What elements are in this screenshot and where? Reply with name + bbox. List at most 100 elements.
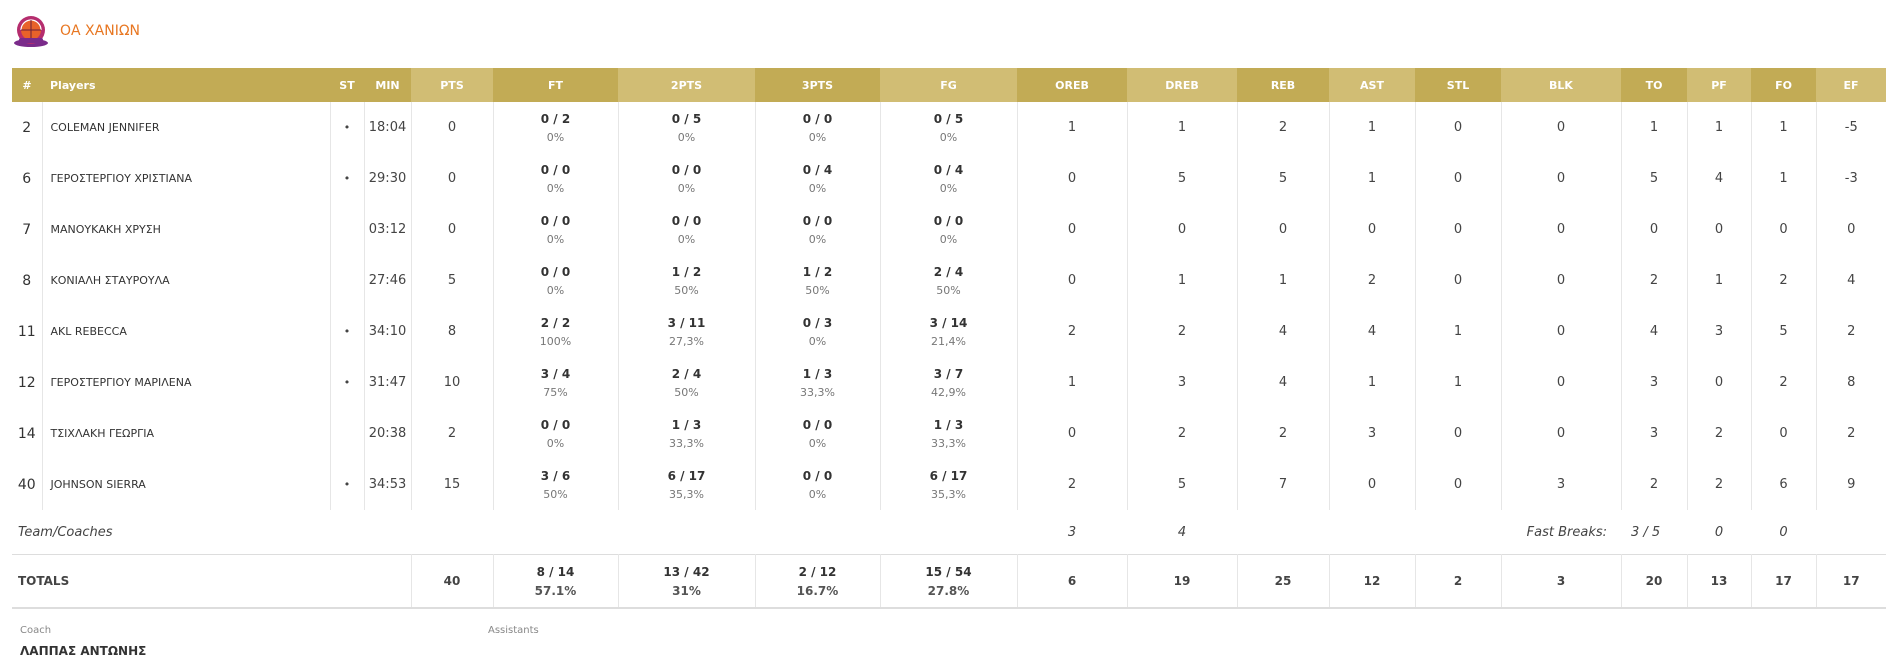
player-name[interactable]: ΚΟΝΙΑΛΗ ΣΤΑΥΡΟΥΛΑ [42, 255, 331, 306]
totals-row: TOTALS 40 8 / 14 57.1% 13 / 42 31% 2 / 12 1… [12, 554, 1886, 609]
player-fg: 0 / 0 0% [880, 204, 1018, 255]
fast-breaks-label: Fast Breaks: [1526, 524, 1607, 540]
player-blk: 0 [1501, 204, 1622, 255]
player-blk: 0 [1501, 255, 1622, 306]
player-min: 29:30 [364, 153, 412, 204]
fast-breaks-value: 3 / 5 [1631, 524, 1661, 540]
player-min: 27:46 [364, 255, 412, 306]
team-oreb: 3 [1067, 524, 1077, 540]
player-pf: 2 [1687, 459, 1752, 510]
player-fo: 0 [1751, 408, 1817, 459]
player-ft: 0 / 2 0% [493, 102, 619, 153]
col-reb: REB [1237, 68, 1329, 102]
player-3pts: 0 / 3 0% [755, 306, 881, 357]
starter-marker: • [330, 153, 365, 204]
player-to: 2 [1621, 255, 1688, 306]
player-2pts: 1 / 2 50% [618, 255, 756, 306]
col-pts: PTS [411, 68, 493, 102]
player-dreb: 3 [1127, 357, 1238, 408]
player-3pts: 0 / 0 0% [755, 408, 881, 459]
player-2pts: 3 / 11 27,3% [618, 306, 756, 357]
player-name[interactable]: COLEMAN JENNIFER [42, 102, 331, 153]
player-fg: 3 / 14 21,4% [880, 306, 1018, 357]
player-name[interactable]: ΓΕΡΟΣΤΕΡΓΙΟΥ ΧΡΙΣΤΙΑΝΑ [42, 153, 331, 204]
player-blk: 0 [1501, 357, 1622, 408]
player-dreb: 1 [1127, 102, 1238, 153]
player-ft: 0 / 0 0% [493, 204, 619, 255]
player-number: 7 [12, 204, 43, 255]
player-reb: 0 [1237, 204, 1330, 255]
player-ft: 2 / 2 100% [493, 306, 619, 357]
team-to: 0 [1714, 524, 1724, 540]
totals-3pts: 2 / 12 16.7% [755, 554, 881, 609]
player-2pts: 1 / 3 33,3% [618, 408, 756, 459]
player-reb: 5 [1237, 153, 1330, 204]
totals-fo: 17 [1751, 554, 1817, 609]
player-ast: 1 [1329, 102, 1416, 153]
player-oreb: 0 [1017, 255, 1128, 306]
player-row: 11 AKL REBECCA • 34:10 8 2 / 2 100% 3 / 1… [12, 306, 1886, 357]
player-blk: 0 [1501, 153, 1622, 204]
player-oreb: 2 [1017, 306, 1128, 357]
box-score-table: # Players ST MIN PTS FT 2PTS 3PTS FG ORE… [12, 68, 1886, 609]
totals-dreb: 19 [1127, 554, 1238, 609]
team-name[interactable]: ΟΑ ΧΑΝΙΩΝ [60, 23, 140, 39]
assistants-label: Assistants [488, 625, 539, 636]
player-reb: 4 [1237, 357, 1330, 408]
player-oreb: 0 [1017, 408, 1128, 459]
player-min: 34:10 [364, 306, 412, 357]
player-to: 3 [1621, 408, 1688, 459]
player-pts: 10 [411, 357, 494, 408]
team-coaches-row: Team/Coaches 3 4 Fast Breaks: 3 / 5 0 0 [12, 510, 1886, 555]
player-oreb: 2 [1017, 459, 1128, 510]
player-name[interactable]: ΜΑΝΟΥΚΑΚΗ ΧΡΥΣΗ [42, 204, 331, 255]
player-row: 14 ΤΣΙΧΛΑΚΗ ΓΕΩΡΓΙΑ 20:38 2 0 / 0 0% 1 / … [12, 408, 1886, 459]
player-reb: 7 [1237, 459, 1330, 510]
player-2pts: 0 / 5 0% [618, 102, 756, 153]
player-number: 14 [12, 408, 43, 459]
player-pf: 1 [1687, 102, 1752, 153]
col-to: TO [1621, 68, 1687, 102]
player-3pts: 1 / 3 33,3% [755, 357, 881, 408]
player-blk: 0 [1501, 102, 1622, 153]
player-ft: 3 / 6 50% [493, 459, 619, 510]
player-ast: 0 [1329, 204, 1416, 255]
coach-section: Coach ΛΑΠΠΑΣ ΑΝΤΩΝΗΣ [20, 625, 146, 658]
player-min: 20:38 [364, 408, 412, 459]
player-name[interactable]: ΓΕΡΟΣΤΕΡΓΙΟΥ ΜΑΡΙΛΕΝΑ [42, 357, 331, 408]
player-name[interactable]: AKL REBECCA [42, 306, 331, 357]
player-blk: 3 [1501, 459, 1622, 510]
player-dreb: 1 [1127, 255, 1238, 306]
player-2pts: 0 / 0 0% [618, 153, 756, 204]
player-min: 18:04 [364, 102, 412, 153]
player-stl: 0 [1415, 459, 1502, 510]
player-to: 2 [1621, 459, 1688, 510]
player-pts: 8 [411, 306, 494, 357]
totals-to: 20 [1621, 554, 1688, 609]
player-name[interactable]: JOHNSON SIERRA [42, 459, 331, 510]
player-min: 03:12 [364, 204, 412, 255]
totals-label: TOTALS [12, 554, 412, 609]
totals-oreb: 6 [1017, 554, 1128, 609]
player-ef: 8 [1847, 375, 1856, 390]
player-oreb: 1 [1017, 357, 1128, 408]
player-row: 12 ΓΕΡΟΣΤΕΡΓΙΟΥ ΜΑΡΙΛΕΝΑ • 31:47 10 3 / … [12, 357, 1886, 408]
coach-name: ΛΑΠΠΑΣ ΑΝΤΩΝΗΣ [20, 644, 147, 658]
col-ef: EF [1816, 68, 1886, 102]
player-ft: 0 / 0 0% [493, 153, 619, 204]
player-fo: 1 [1751, 102, 1817, 153]
player-oreb: 0 [1017, 153, 1128, 204]
player-ast: 2 [1329, 255, 1416, 306]
player-number: 11 [12, 306, 43, 357]
totals-ft: 8 / 14 57.1% [493, 554, 619, 609]
player-name[interactable]: ΤΣΙΧΛΑΚΗ ΓΕΩΡΓΙΑ [42, 408, 331, 459]
player-2pts: 6 / 17 35,3% [618, 459, 756, 510]
player-blk: 0 [1501, 408, 1622, 459]
player-ast: 0 [1329, 459, 1416, 510]
player-fg: 0 / 5 0% [880, 102, 1018, 153]
player-3pts: 0 / 0 0% [755, 102, 881, 153]
starter-marker: • [330, 306, 365, 357]
player-ast: 4 [1329, 306, 1416, 357]
player-fg: 3 / 7 42,9% [880, 357, 1018, 408]
player-ef: 0 [1847, 222, 1856, 237]
